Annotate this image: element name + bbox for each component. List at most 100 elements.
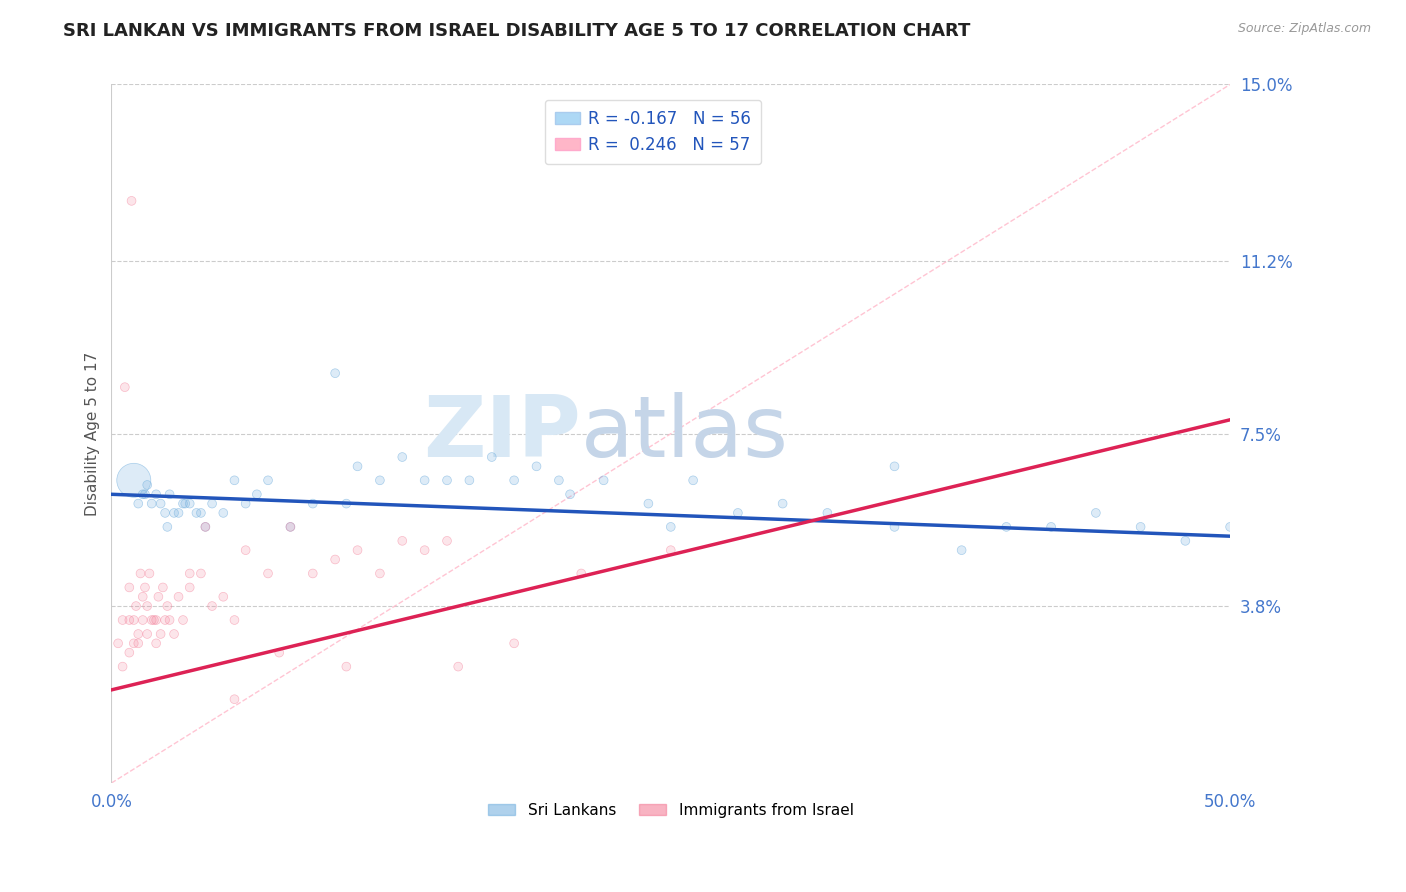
Point	[142, 613, 165, 627]
Point	[1129, 520, 1152, 534]
Point	[526, 459, 548, 474]
Point	[172, 497, 194, 511]
Point	[503, 636, 526, 650]
Text: ZIP: ZIP	[423, 392, 581, 475]
Point	[194, 520, 217, 534]
Point	[156, 599, 179, 613]
Point	[167, 506, 190, 520]
Point	[201, 599, 224, 613]
Point	[659, 520, 682, 534]
Point	[391, 533, 413, 548]
Point	[127, 497, 149, 511]
Text: SRI LANKAN VS IMMIGRANTS FROM ISRAEL DISABILITY AGE 5 TO 17 CORRELATION CHART: SRI LANKAN VS IMMIGRANTS FROM ISRAEL DIS…	[63, 22, 970, 40]
Point	[1040, 520, 1063, 534]
Point	[436, 533, 458, 548]
Point	[194, 520, 217, 534]
Point	[224, 613, 246, 627]
Point	[145, 613, 167, 627]
Point	[174, 497, 197, 511]
Point	[111, 659, 134, 673]
Point	[558, 487, 581, 501]
Point	[114, 380, 136, 394]
Point	[159, 613, 181, 627]
Point	[201, 599, 224, 613]
Point	[323, 366, 346, 380]
Point	[172, 613, 194, 627]
Point	[132, 590, 155, 604]
Point	[127, 497, 149, 511]
Point	[335, 659, 357, 673]
Point	[436, 473, 458, 487]
Point	[447, 659, 470, 673]
Point	[141, 497, 163, 511]
Point	[1040, 520, 1063, 534]
Point	[186, 506, 208, 520]
Point	[167, 590, 190, 604]
Point	[127, 627, 149, 641]
Point	[118, 613, 141, 627]
Point	[883, 520, 905, 534]
Point	[163, 506, 186, 520]
Point	[118, 646, 141, 660]
Point	[280, 520, 302, 534]
Point	[172, 613, 194, 627]
Point	[346, 543, 368, 558]
Point	[1129, 520, 1152, 534]
Point	[301, 497, 323, 511]
Point	[127, 636, 149, 650]
Point	[194, 520, 217, 534]
Point	[269, 646, 291, 660]
Point	[280, 520, 302, 534]
Point	[301, 497, 323, 511]
Point	[257, 566, 280, 581]
Point	[659, 543, 682, 558]
Point	[569, 566, 592, 581]
Text: Source: ZipAtlas.com: Source: ZipAtlas.com	[1237, 22, 1371, 36]
Point	[138, 566, 160, 581]
Point	[682, 473, 704, 487]
Point	[323, 366, 346, 380]
Point	[257, 566, 280, 581]
Point	[950, 543, 973, 558]
Point	[122, 613, 145, 627]
Point	[224, 473, 246, 487]
Point	[132, 590, 155, 604]
Point	[194, 520, 217, 534]
Point	[335, 659, 357, 673]
Point	[145, 487, 167, 501]
Point	[413, 473, 436, 487]
Point	[558, 487, 581, 501]
Point	[190, 566, 212, 581]
Point	[368, 473, 391, 487]
Point	[346, 459, 368, 474]
Point	[122, 613, 145, 627]
Point	[815, 506, 838, 520]
Point	[190, 566, 212, 581]
Point	[172, 497, 194, 511]
Point	[153, 506, 176, 520]
Point	[156, 599, 179, 613]
Point	[201, 497, 224, 511]
Point	[391, 450, 413, 464]
Point	[257, 473, 280, 487]
Point	[179, 566, 201, 581]
Point	[121, 194, 143, 208]
Point	[503, 473, 526, 487]
Point	[114, 380, 136, 394]
Point	[235, 497, 257, 511]
Point	[152, 581, 174, 595]
Point	[727, 506, 749, 520]
Point	[235, 543, 257, 558]
Point	[1174, 533, 1197, 548]
Point	[212, 590, 235, 604]
Point	[436, 473, 458, 487]
Point	[179, 566, 201, 581]
Point	[127, 636, 149, 650]
Point	[132, 487, 155, 501]
Legend: Sri Lankans, Immigrants from Israel: Sri Lankans, Immigrants from Israel	[482, 797, 859, 824]
Point	[145, 613, 167, 627]
Point	[815, 506, 838, 520]
Point	[156, 520, 179, 534]
Point	[212, 590, 235, 604]
Point	[179, 497, 201, 511]
